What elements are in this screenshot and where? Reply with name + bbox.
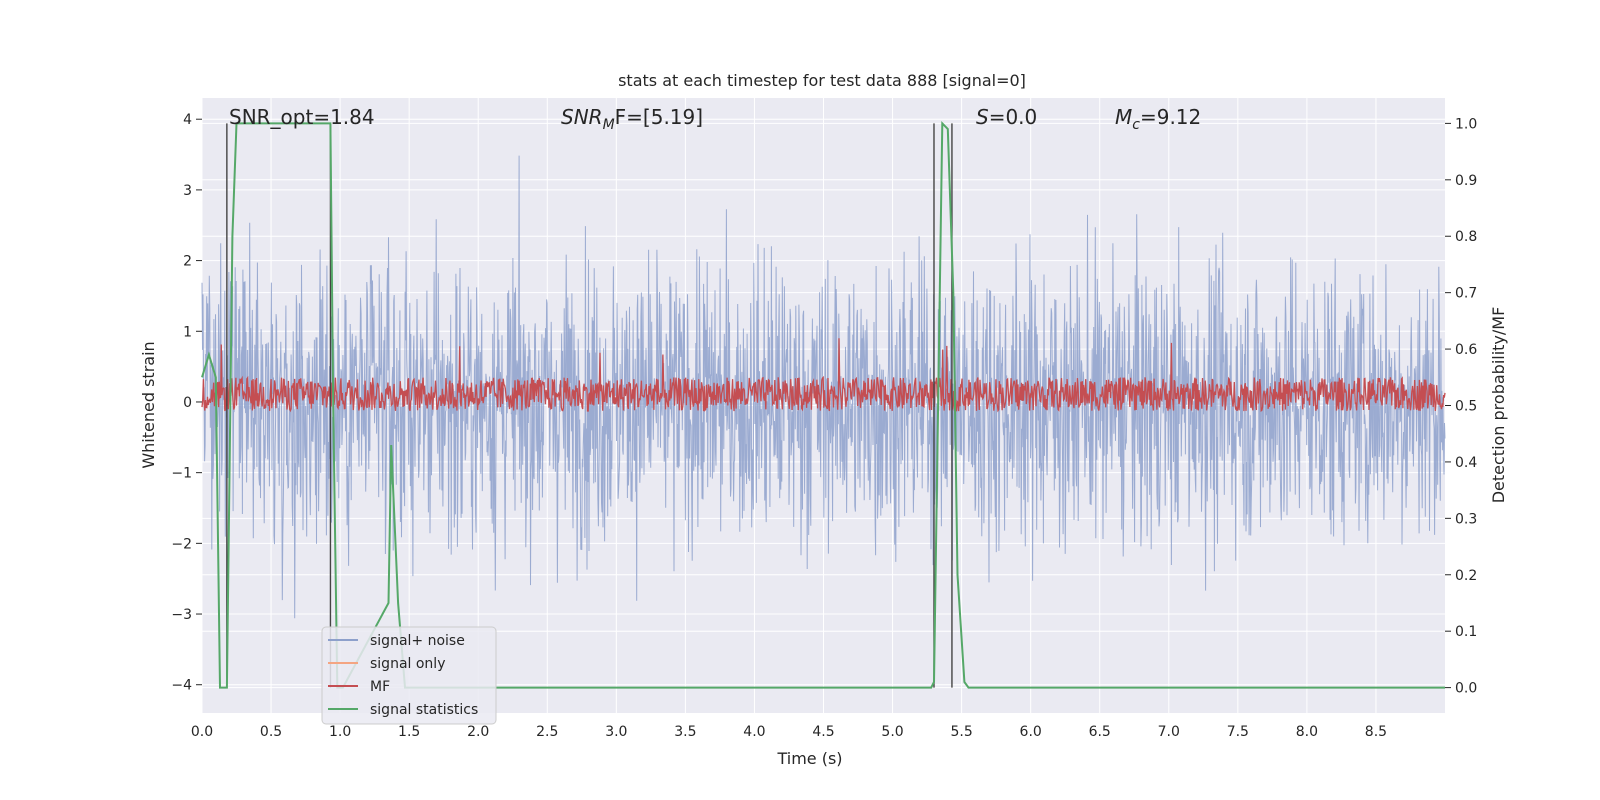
x-tick-label: 8.0: [1296, 724, 1318, 740]
y-axis-label: Whitened strain: [139, 341, 158, 468]
y2-tick-label: 0.1: [1455, 624, 1477, 640]
y-tick-label: 2: [183, 254, 192, 270]
y2-axis-ticks: 1.0 0.9 0.8 0.7 0.6 0.5 0.4 0.3 0.2 0.1 0.0: [1445, 116, 1477, 697]
y2-tick-label: 0.0: [1455, 681, 1477, 697]
y-axis-ticks: 4 3 2 1 0 −1 −2 −3 −4: [171, 112, 202, 694]
x-tick-label: 1.5: [398, 724, 420, 740]
y-tick-label: −3: [171, 607, 192, 623]
x-tick-label: 2.5: [536, 724, 558, 740]
x-axis-label: Time (s): [776, 749, 842, 768]
y-tick-label: −1: [171, 466, 192, 482]
legend-label-mf: MF: [370, 679, 390, 695]
x-tick-label: 3.0: [605, 724, 627, 740]
signal-statistics-series: [201, 120, 1445, 689]
annotation-mc: Mc=9.12: [1115, 105, 1201, 133]
x-tick-label: 4.5: [812, 724, 834, 740]
x-tick-label: 1.0: [329, 724, 351, 740]
y-tick-label: −2: [171, 536, 192, 552]
legend-label-signal-statistics: signal statistics: [370, 702, 478, 718]
legend-box: [321, 626, 497, 725]
annotation-snr-mf: SNRMF=[5.19]: [561, 105, 703, 133]
vertical-markers: [226, 123, 953, 688]
y2-tick-label: 0.3: [1455, 511, 1477, 527]
annotation-s: S=0.0: [976, 105, 1037, 129]
y2-tick-label: 0.8: [1455, 229, 1477, 245]
signal-noise-line: [201, 155, 1446, 619]
y2-axis-label: Detection probability/MF: [1489, 307, 1508, 504]
x-tick-label: 4.0: [743, 724, 765, 740]
y2-tick-label: 0.6: [1455, 342, 1477, 358]
y2-tick-label: 0.9: [1455, 173, 1477, 189]
x-axis-ticks: 0.0 0.5 1.0 1.5 2.0 2.5 3.0 3.5 4.0 4.5 5.0 5.5 6.0 6…: [191, 724, 1387, 740]
annotation-snr-opt: SNR_opt=1.84: [229, 105, 375, 129]
signal-statistics-line: [201, 120, 1445, 689]
x-tick-label: 5.5: [950, 724, 972, 740]
x-tick-label: 8.5: [1365, 724, 1387, 740]
y2-tick-label: 0.4: [1455, 455, 1477, 471]
y-tick-label: −4: [171, 678, 192, 694]
signal-noise-series: [201, 155, 1446, 619]
x-tick-label: 6.0: [1020, 724, 1042, 740]
x-tick-label: 5.0: [881, 724, 903, 740]
y2-tick-label: 0.5: [1455, 399, 1477, 415]
y2-tick-label: 0.2: [1455, 568, 1477, 584]
y-tick-label: 3: [183, 183, 192, 199]
x-tick-label: 7.0: [1158, 724, 1180, 740]
y2-tick-label: 0.7: [1455, 286, 1477, 302]
x-tick-label: 2.0: [467, 724, 489, 740]
mf-series: [201, 338, 1446, 413]
y-tick-label: 0: [183, 395, 192, 411]
y-tick-label: 1: [183, 324, 192, 340]
y2-tick-label: 1.0: [1455, 116, 1477, 132]
x-tick-label: 7.5: [1227, 724, 1249, 740]
legend-label-signal-only: signal only: [370, 656, 445, 672]
x-tick-label: 0.5: [260, 724, 282, 740]
chart-title: stats at each timestep for test data 888…: [618, 71, 1026, 90]
mf-line: [201, 338, 1446, 413]
y-tick-label: 4: [183, 112, 192, 128]
x-tick-label: 0.0: [191, 724, 213, 740]
x-tick-label: 3.5: [674, 724, 696, 740]
x-tick-label: 6.5: [1089, 724, 1111, 740]
legend-label-signal-noise: signal+ noise: [370, 633, 465, 649]
legend: signal+ noise signal only MF signal stat…: [321, 626, 497, 725]
